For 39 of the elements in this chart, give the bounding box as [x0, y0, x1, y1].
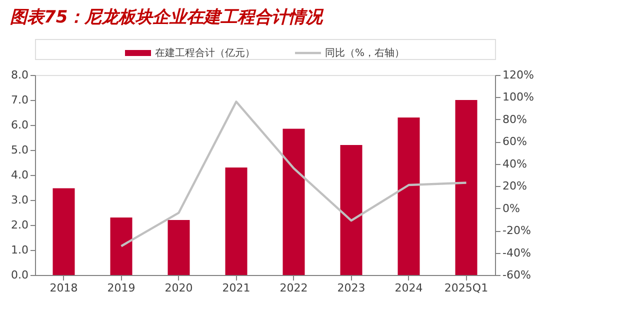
bar	[110, 218, 132, 275]
x-tick-label: 2025Q1	[444, 282, 488, 294]
y2-tick-label: -20%	[502, 224, 531, 238]
y2-tick-label: -60%	[502, 268, 531, 282]
x-tick-label: 2023	[337, 282, 366, 294]
bar	[340, 145, 362, 275]
x-tick-label: 2018	[50, 282, 78, 294]
y-tick-label: 1.0	[11, 244, 28, 256]
bar	[282, 128, 305, 275]
y-tick-label: 7.0	[11, 94, 28, 106]
y2-tick-label: 60%	[502, 135, 527, 148]
y2-tick-label: 80%	[502, 112, 527, 126]
legend-label: 同比（%，右轴）	[325, 47, 405, 59]
y-tick-label: 6.0	[11, 118, 28, 132]
y2-tick-label: 40%	[502, 157, 527, 170]
x-tick-label: 2019	[107, 282, 136, 294]
bar	[52, 188, 75, 275]
bar	[168, 220, 190, 275]
y2-tick-label: -40%	[502, 246, 531, 260]
y-tick-label: 8.0	[11, 68, 28, 82]
y-tick-label: 4.0	[11, 168, 28, 182]
y2-tick-label: 120%	[502, 68, 534, 82]
legend-label: 在建工程合计（亿元）	[155, 47, 255, 59]
x-tick-label: 2022	[280, 282, 308, 294]
x-tick-label: 2021	[222, 282, 250, 294]
y-tick-label: 0.0	[11, 268, 28, 282]
chart-title: 图表75：尼龙板块企业在建工程合计情况	[10, 8, 325, 28]
y2-tick-label: 0%	[502, 202, 520, 215]
line-series	[120, 100, 468, 248]
x-tick-label: 2020	[164, 282, 193, 294]
y-tick-label: 3.0	[11, 194, 28, 206]
x-tick-label: 2024	[394, 282, 423, 294]
y2-tick-label: 20%	[502, 180, 527, 193]
bar	[225, 168, 248, 275]
bar	[398, 118, 420, 275]
y-tick-label: 2.0	[11, 218, 28, 232]
bar	[455, 100, 478, 275]
y-tick-label: 5.0	[11, 144, 28, 156]
y2-tick-label: 100%	[502, 90, 534, 104]
